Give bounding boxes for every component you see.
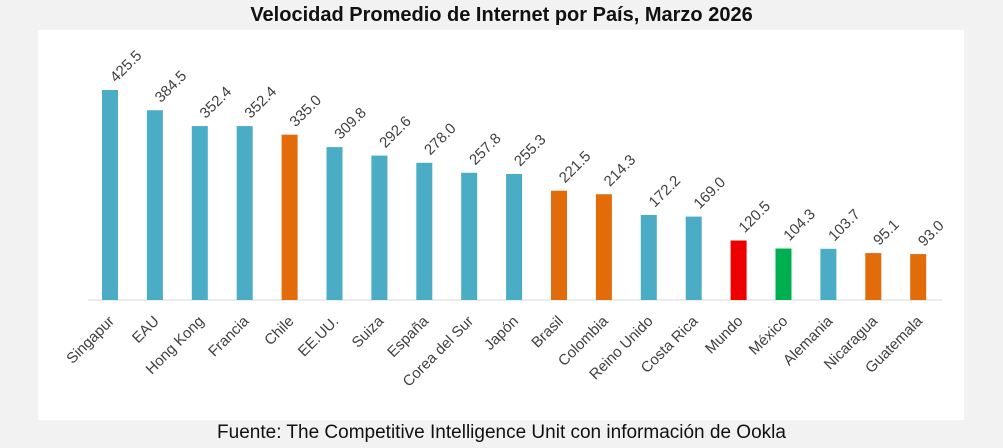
bar-13 — [685, 216, 702, 300]
category-label-9: Japón — [481, 313, 522, 354]
chart-title: Velocidad Promedio de Internet por País,… — [250, 4, 753, 26]
bar-17 — [865, 253, 882, 300]
value-label-17: 95.1 — [870, 216, 903, 249]
value-label-1: 384.5 — [152, 67, 191, 106]
bar-12 — [640, 215, 657, 300]
value-label-6: 292.6 — [376, 113, 415, 152]
bar-5 — [326, 147, 343, 300]
value-label-5: 309.8 — [331, 104, 370, 143]
bar-14 — [730, 240, 747, 300]
bar-18 — [910, 254, 927, 300]
value-label-0: 425.5 — [107, 47, 146, 86]
value-label-10: 221.5 — [556, 148, 595, 187]
bar-15 — [775, 248, 792, 300]
category-label-3: Francia — [205, 312, 253, 360]
value-label-14: 120.5 — [735, 198, 774, 237]
value-label-15: 104.3 — [780, 206, 819, 245]
value-label-18: 93.0 — [915, 217, 948, 250]
category-label-1: EAU — [129, 313, 163, 347]
source-note: Fuente: The Competitive Intelligence Uni… — [217, 422, 786, 443]
bar-7 — [416, 162, 433, 300]
value-label-11: 214.3 — [601, 151, 640, 190]
category-label-10: Brasil — [528, 313, 567, 352]
bars-group — [102, 90, 927, 301]
category-label-4: Chile — [261, 313, 297, 349]
bar-2 — [191, 126, 208, 301]
bar-1 — [146, 110, 163, 300]
bar-9 — [506, 174, 523, 300]
value-label-12: 172.2 — [646, 172, 685, 211]
category-label-6: Suiza — [349, 312, 388, 351]
value-label-13: 169.0 — [691, 174, 730, 213]
bar-11 — [595, 194, 612, 300]
value-label-9: 255.3 — [511, 131, 550, 170]
bar-6 — [371, 155, 388, 300]
value-label-3: 352.4 — [242, 83, 281, 122]
bar-8 — [461, 172, 478, 300]
bar-4 — [281, 134, 298, 300]
bar-3 — [236, 126, 253, 301]
value-label-4: 335.0 — [286, 92, 325, 131]
value-label-2: 352.4 — [197, 83, 236, 122]
value-label-16: 103.7 — [825, 206, 864, 245]
value-label-8: 257.8 — [466, 130, 505, 169]
category-label-5: EE.UU. — [295, 313, 342, 360]
value-label-7: 278.0 — [421, 120, 460, 159]
bar-0 — [102, 90, 118, 300]
bar-16 — [820, 248, 837, 300]
category-label-0: Singapur — [63, 313, 117, 367]
bar-10 — [551, 190, 567, 300]
category-label-14: Mundo — [702, 313, 746, 357]
